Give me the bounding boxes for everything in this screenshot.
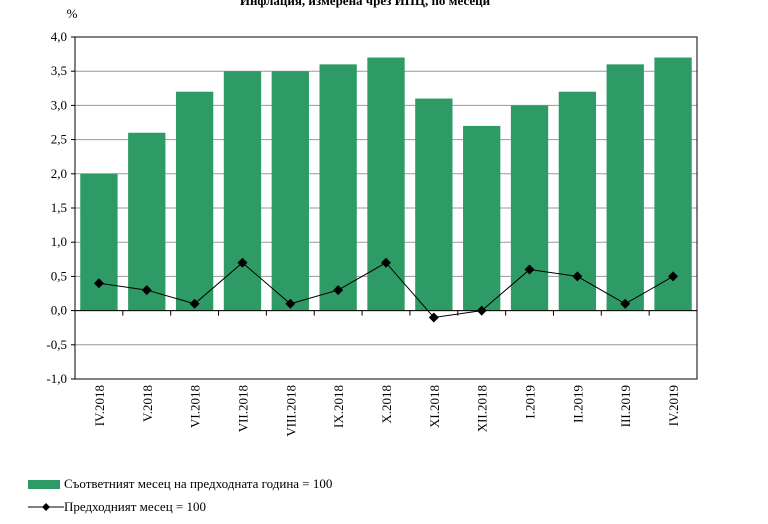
legend-line-swatch [28,503,64,511]
inflation-chart: Инфлация, измерена чрез ИПЦ, по месеци %… [46,0,698,437]
diamond-marker [141,285,152,296]
diamond-marker [524,264,535,275]
y-axis-unit-label: % [67,6,78,21]
y-tick-label: -1,0 [46,371,67,386]
x-tick-label: XI.2018 [427,385,442,428]
bar [606,64,644,311]
x-tick-label: VII.2018 [235,385,250,432]
y-tick-label: 1,0 [51,234,67,249]
y-tick-label: 3,0 [51,97,67,112]
x-tick-label: III.2019 [618,385,633,427]
bar [463,125,501,311]
bar [510,105,549,311]
line-series [93,257,679,323]
x-tick-label: IX.2018 [331,385,346,428]
bar [80,173,118,311]
axes [71,36,698,380]
x-tick-label: II.2019 [570,385,585,423]
diamond-marker [476,305,487,316]
y-tick-label: 2,5 [51,132,67,147]
legend-bar-swatch [28,479,60,489]
y-tick-label: 0,0 [51,303,67,318]
bar [415,98,453,311]
x-tick-label: XII.2018 [475,385,490,432]
bar [319,64,357,311]
legend-item-bar: Съответният месец на предходната година … [28,476,332,492]
y-tick-label: 0,5 [51,268,67,283]
y-tick-labels: 4,0 3,5 3,0 2,5 2,0 1,5 1,0 0,5 0,0 -0,5 -1,0 [46,29,67,386]
diamond-marker [93,278,104,289]
diamond-marker [285,298,296,309]
legend-item-line: Предходният месец = 100 [28,499,206,515]
bar [223,71,262,311]
bar [175,91,214,311]
chart-title: Инфлация, измерена чрез ИПЦ, по месеци [240,0,491,8]
x-tick-labels: IV.2018 V.2018 VI.2018 VII.2018 VIII.2018 IX.… [92,385,681,437]
diamond-marker [237,257,248,268]
diamond-marker [333,285,344,296]
bar-series [80,57,692,311]
bar [654,57,692,311]
diamond-marker [381,257,391,268]
x-tick-label: I.2019 [523,385,538,419]
diamond-marker [572,271,583,282]
y-tick-label: 2,0 [51,166,67,181]
x-tick-label: V.2018 [140,385,155,422]
legend-bar-label: Съответният месец на предходната година … [64,476,333,491]
diamond-marker [428,312,439,323]
y-tick-label: -0,5 [46,337,67,352]
x-tick-label: VI.2018 [188,385,203,428]
bar [128,132,166,311]
bar [271,71,309,311]
x-tick-label: X.2018 [379,385,394,424]
x-tick-label: VIII.2018 [283,385,298,437]
x-tick-label: IV.2019 [666,385,681,426]
legend-line-label: Предходният месец = 100 [64,499,206,514]
diamond-marker [620,298,631,309]
plot-frame [74,36,698,380]
y-tick-label: 1,5 [51,200,67,215]
diamond-marker [668,271,679,282]
y-tick-label: 4,0 [51,29,67,44]
diamond-marker [189,298,200,309]
bar [367,57,405,311]
x-tick-label: IV.2018 [92,385,107,426]
y-tick-label: 3,5 [51,63,67,78]
